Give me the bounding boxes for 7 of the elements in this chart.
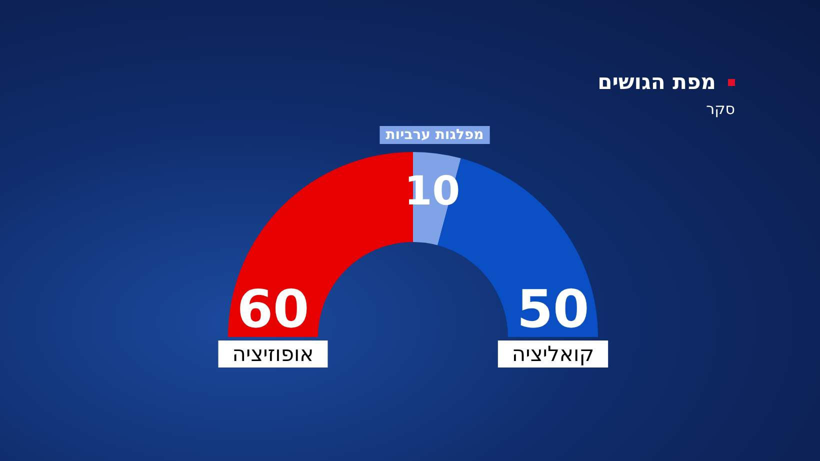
data-label: 60 [236, 280, 310, 340]
data-label: 50 [516, 280, 590, 340]
slice-label: אופוזיציה [232, 342, 314, 366]
text: מפת הגושים [598, 70, 716, 94]
slice-label: מפלגות ערביות [386, 127, 484, 143]
slice-label: קואליציה [512, 342, 594, 366]
text: סקר [705, 100, 735, 118]
